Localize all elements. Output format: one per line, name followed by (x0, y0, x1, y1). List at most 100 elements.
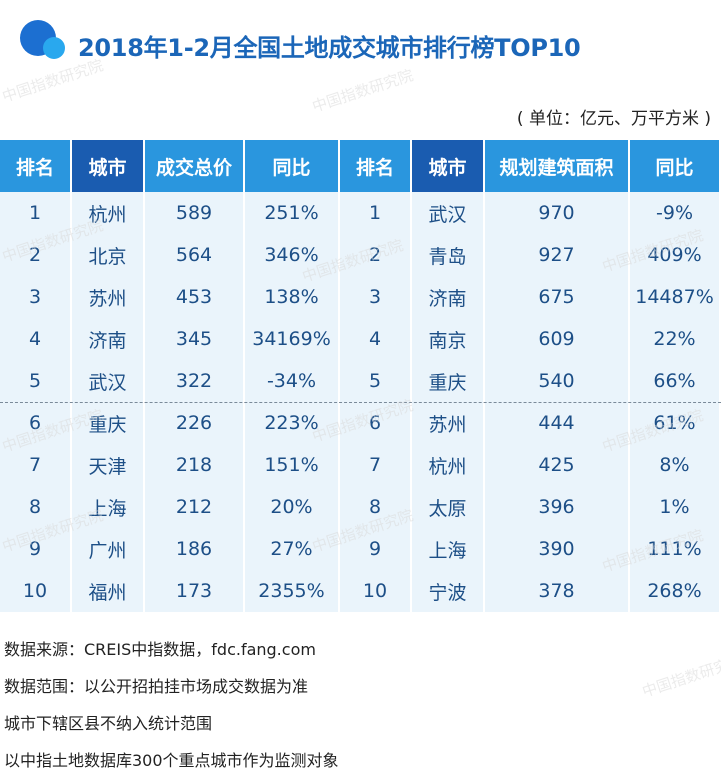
table-cell: 7 (340, 444, 412, 486)
table-cell: 609 (485, 318, 630, 360)
table-cell: 10 (340, 570, 412, 612)
table-cell: 9 (340, 528, 412, 570)
table-cell: 8 (340, 486, 412, 528)
table-cell: 7 (0, 444, 72, 486)
table-cell: 重庆 (412, 360, 485, 402)
table-cell: 61% (630, 402, 721, 444)
table-cell: 396 (485, 486, 630, 528)
table-cell: 14487% (630, 276, 721, 318)
unit: ( 单位：亿元、万平方米 ) (516, 109, 711, 129)
note: 数据来源：CREIS中指数据，fdc.fang.com (4, 640, 316, 659)
table-cell: 5 (340, 360, 412, 402)
table-cell: 上海 (412, 528, 485, 570)
table-cell: 564 (145, 234, 245, 276)
table-cell: 212 (145, 486, 245, 528)
header-cell: 同比 (245, 140, 340, 192)
table-cell: 10 (0, 570, 72, 612)
header-cell: 城市 (72, 140, 145, 192)
table-cell: 675 (485, 276, 630, 318)
table-cell: 杭州 (412, 444, 485, 486)
table-cell: 5 (0, 360, 72, 402)
watermark: 中国指数研究院 (639, 651, 721, 701)
table-cell: 453 (145, 276, 245, 318)
table-cell: 8 (0, 486, 72, 528)
table-cell: 杭州 (72, 192, 145, 234)
table-cell: 970 (485, 192, 630, 234)
table-cell: 重庆 (72, 402, 145, 444)
table-cell: 宁波 (412, 570, 485, 612)
table-cell: 太原 (412, 486, 485, 528)
table-cell: 青岛 (412, 234, 485, 276)
note: 以中指土地数据库300个重点城市作为监测对象 (4, 751, 339, 770)
table-cell: 425 (485, 444, 630, 486)
header-cell: 城市 (412, 140, 485, 192)
table: 排名 城市 成交总价 同比 排名 城市 规划建筑面积 同比 1 杭州 589 251% 1 武汉 970 -9… (0, 140, 721, 612)
note: 城市下辖区县不纳入统计范围 (4, 714, 213, 733)
table-cell: 北京 (72, 234, 145, 276)
table-cell: 22% (630, 318, 721, 360)
table-cell: 4 (0, 318, 72, 360)
watermark: 中国指数研究院 (309, 66, 416, 116)
table-cell: 济南 (72, 318, 145, 360)
table-cell: 540 (485, 360, 630, 402)
note: 数据范围：以公开招拍挂市场成交数据为准 (4, 677, 309, 696)
table-cell: 218 (145, 444, 245, 486)
table-cell: 8% (630, 444, 721, 486)
table-cell: 345 (145, 318, 245, 360)
table-cell: 322 (145, 360, 245, 402)
table-cell: 3 (340, 276, 412, 318)
logo (20, 20, 65, 59)
table-cell: 251% (245, 192, 340, 234)
table-cell: 福州 (72, 570, 145, 612)
header-cell: 排名 (0, 140, 72, 192)
table-cell: 444 (485, 402, 630, 444)
table-cell: 111% (630, 528, 721, 570)
table-cell: 2 (340, 234, 412, 276)
table-cell: -34% (245, 360, 340, 402)
table-cell: 3 (0, 276, 72, 318)
table-cell: 226 (145, 402, 245, 444)
header-cell: 同比 (630, 140, 721, 192)
table-cell: 苏州 (72, 276, 145, 318)
table-cell: 223% (245, 402, 340, 444)
table-cell: 济南 (412, 276, 485, 318)
table-cell: -9% (630, 192, 721, 234)
table-cell: 武汉 (412, 192, 485, 234)
table-cell: 天津 (72, 444, 145, 486)
table-cell: 上海 (72, 486, 145, 528)
table-cell: 2355% (245, 570, 340, 612)
table-cell: 6 (0, 402, 72, 444)
table-cell: 173 (145, 570, 245, 612)
divider (0, 402, 721, 403)
table-cell: 1 (340, 192, 412, 234)
table-cell: 9 (0, 528, 72, 570)
table-cell: 138% (245, 276, 340, 318)
table-cell: 390 (485, 528, 630, 570)
table-cell: 苏州 (412, 402, 485, 444)
table-cell: 27% (245, 528, 340, 570)
table-cell: 1% (630, 486, 721, 528)
table-cell: 268% (630, 570, 721, 612)
table-cell: 927 (485, 234, 630, 276)
title: 2018年1-2月全国土地成交城市排行榜TOP10 (78, 34, 581, 62)
table-cell: 6 (340, 402, 412, 444)
table-cell: 151% (245, 444, 340, 486)
table-cell: 589 (145, 192, 245, 234)
table-cell: 武汉 (72, 360, 145, 402)
table-cell: 4 (340, 318, 412, 360)
table-cell: 2 (0, 234, 72, 276)
table-cell: 34169% (245, 318, 340, 360)
table-cell: 346% (245, 234, 340, 276)
table-cell: 409% (630, 234, 721, 276)
header-cell: 成交总价 (145, 140, 245, 192)
table-cell: 1 (0, 192, 72, 234)
table-cell: 378 (485, 570, 630, 612)
table-cell: 南京 (412, 318, 485, 360)
table-cell: 广州 (72, 528, 145, 570)
table-cell: 20% (245, 486, 340, 528)
table-cell: 66% (630, 360, 721, 402)
header-cell: 排名 (340, 140, 412, 192)
header-cell: 规划建筑面积 (485, 140, 630, 192)
table-cell: 186 (145, 528, 245, 570)
